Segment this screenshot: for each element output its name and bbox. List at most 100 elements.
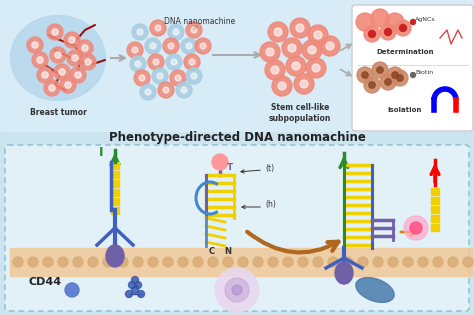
Circle shape xyxy=(43,257,53,267)
Text: CD44: CD44 xyxy=(28,277,61,287)
Circle shape xyxy=(189,59,195,65)
Circle shape xyxy=(397,75,403,81)
Circle shape xyxy=(37,67,53,83)
Circle shape xyxy=(223,257,233,267)
Circle shape xyxy=(42,72,48,78)
Circle shape xyxy=(288,44,296,52)
Circle shape xyxy=(385,79,391,85)
Circle shape xyxy=(312,64,320,72)
Circle shape xyxy=(265,60,285,80)
Circle shape xyxy=(364,26,380,42)
Text: (h): (h) xyxy=(265,201,276,209)
Circle shape xyxy=(377,67,383,73)
Circle shape xyxy=(64,32,80,48)
Circle shape xyxy=(139,75,145,81)
Circle shape xyxy=(433,257,443,267)
Bar xyxy=(111,207,119,214)
Circle shape xyxy=(32,52,48,68)
Circle shape xyxy=(75,72,81,78)
Circle shape xyxy=(302,40,322,60)
Circle shape xyxy=(135,61,141,67)
Circle shape xyxy=(292,62,300,70)
Circle shape xyxy=(50,47,66,63)
Circle shape xyxy=(448,257,458,267)
Circle shape xyxy=(171,59,177,65)
Circle shape xyxy=(155,25,161,31)
Circle shape xyxy=(186,22,202,38)
Circle shape xyxy=(380,24,396,40)
Circle shape xyxy=(368,31,375,37)
Bar xyxy=(431,188,439,195)
Circle shape xyxy=(186,68,202,84)
Circle shape xyxy=(212,154,228,170)
Circle shape xyxy=(103,257,113,267)
Circle shape xyxy=(72,55,78,61)
Text: I: I xyxy=(99,146,103,159)
Circle shape xyxy=(82,45,88,51)
Circle shape xyxy=(65,82,71,88)
Circle shape xyxy=(298,257,308,267)
Circle shape xyxy=(268,22,288,42)
Circle shape xyxy=(357,67,373,83)
Circle shape xyxy=(387,67,403,83)
Circle shape xyxy=(133,257,143,267)
Circle shape xyxy=(386,13,404,31)
Circle shape xyxy=(67,50,83,66)
Circle shape xyxy=(300,80,308,88)
Circle shape xyxy=(118,257,128,267)
Circle shape xyxy=(27,37,43,53)
Circle shape xyxy=(283,257,293,267)
Circle shape xyxy=(132,47,138,53)
Circle shape xyxy=(238,257,248,267)
Text: Phenotype-directed DNA nanomachine: Phenotype-directed DNA nanomachine xyxy=(109,131,365,145)
Bar xyxy=(111,180,119,187)
Circle shape xyxy=(54,64,70,80)
Circle shape xyxy=(153,59,159,65)
Text: Isolation: Isolation xyxy=(388,107,422,113)
Circle shape xyxy=(37,57,43,63)
Circle shape xyxy=(132,24,148,40)
Circle shape xyxy=(150,43,156,49)
Bar xyxy=(431,215,439,222)
Circle shape xyxy=(28,257,38,267)
Circle shape xyxy=(320,36,340,56)
Circle shape xyxy=(290,18,310,38)
Circle shape xyxy=(392,72,398,78)
Circle shape xyxy=(44,80,60,96)
Circle shape xyxy=(170,70,186,86)
Circle shape xyxy=(77,40,93,56)
Circle shape xyxy=(184,54,200,70)
Circle shape xyxy=(232,285,242,295)
Circle shape xyxy=(362,72,368,78)
Circle shape xyxy=(181,87,187,93)
Circle shape xyxy=(60,77,76,93)
Circle shape xyxy=(266,48,274,56)
Circle shape xyxy=(369,82,375,88)
Circle shape xyxy=(260,42,280,62)
Circle shape xyxy=(85,59,91,65)
Circle shape xyxy=(181,38,197,54)
Circle shape xyxy=(380,74,396,90)
Ellipse shape xyxy=(10,15,106,100)
Circle shape xyxy=(49,85,55,91)
Circle shape xyxy=(364,77,380,93)
Circle shape xyxy=(65,283,79,297)
Circle shape xyxy=(395,20,411,36)
Circle shape xyxy=(168,24,184,40)
Circle shape xyxy=(163,87,169,93)
Text: Breast tumor: Breast tumor xyxy=(29,108,86,117)
Circle shape xyxy=(168,43,174,49)
Circle shape xyxy=(274,28,282,36)
Circle shape xyxy=(308,25,328,45)
Text: Stem cell-like
subpopulation: Stem cell-like subpopulation xyxy=(269,103,331,123)
Circle shape xyxy=(193,257,203,267)
Circle shape xyxy=(126,290,133,297)
Circle shape xyxy=(137,29,143,35)
Circle shape xyxy=(306,58,326,78)
Circle shape xyxy=(73,257,83,267)
Bar xyxy=(10,248,472,276)
Circle shape xyxy=(178,257,188,267)
Circle shape xyxy=(410,20,416,25)
Text: T: T xyxy=(227,163,233,173)
Circle shape xyxy=(145,38,161,54)
